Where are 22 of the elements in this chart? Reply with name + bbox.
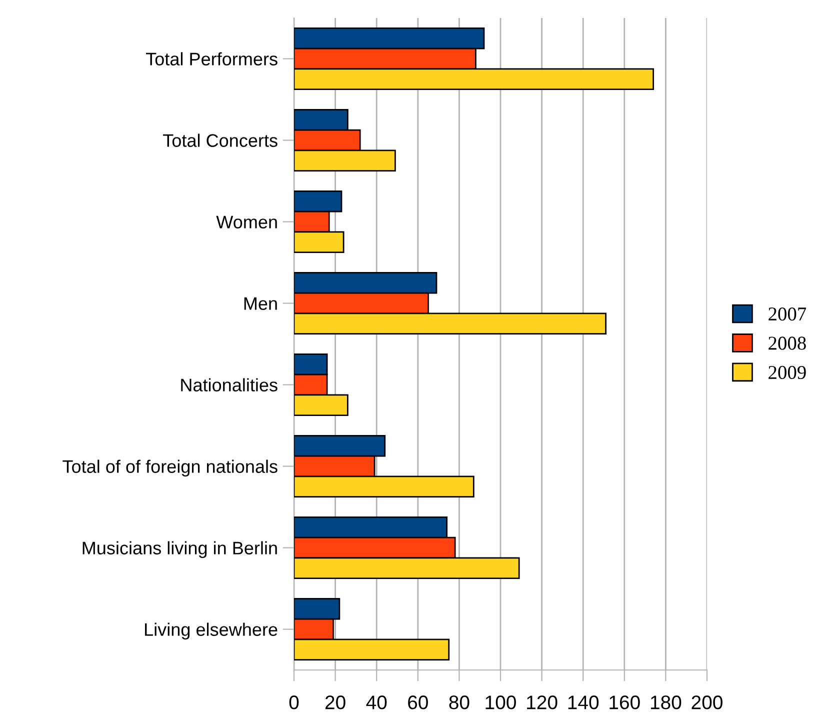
y-tick-label: Musicians living in Berlin [82, 541, 277, 558]
x-tick-label: 80 [449, 696, 470, 710]
x-tick-label: 200 [692, 696, 722, 710]
y-tick-label: Men [244, 297, 277, 310]
x-tick-label: 20 [325, 696, 346, 710]
y-tick-label: Living elsewhere [145, 622, 278, 640]
x-tick-label: 100 [486, 696, 516, 710]
x-tick-label: 60 [408, 696, 428, 710]
legend-label: 2008 [768, 336, 806, 350]
x-tick-label: 180 [650, 696, 682, 710]
x-tick-label: 0 [289, 696, 299, 710]
legend-label: 2009 [768, 366, 806, 380]
x-tick-label: 160 [610, 696, 640, 710]
legend-label: 2007 [768, 307, 806, 321]
y-tick-label: Nationalities [181, 378, 278, 392]
y-tick-label: Total of of foreign nationals [62, 460, 278, 477]
x-tick-label: 120 [527, 696, 558, 710]
y-tick-label: Total Concerts [163, 134, 278, 147]
y-tick-label: Women [216, 216, 277, 228]
y-tick-label: Total Performers [146, 52, 278, 66]
x-tick-label: 40 [366, 696, 387, 710]
x-tick-label: 140 [568, 696, 599, 710]
